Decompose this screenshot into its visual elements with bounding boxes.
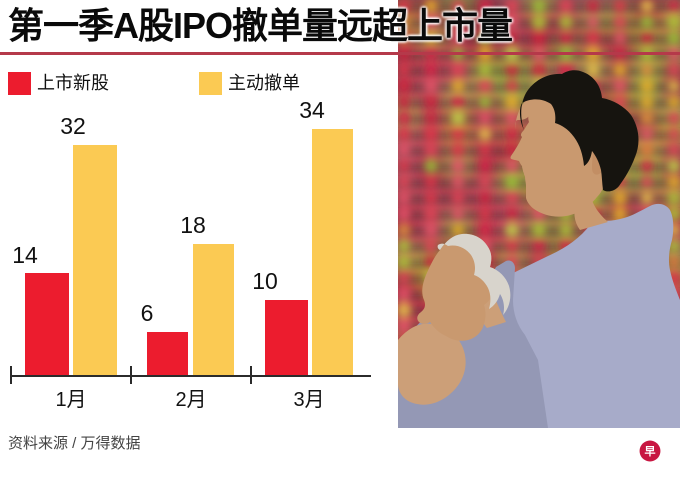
svg-text:早: 早 — [645, 445, 656, 458]
